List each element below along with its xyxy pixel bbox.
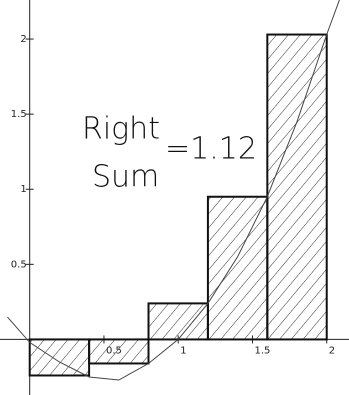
y-tick-label: 1 — [20, 184, 26, 195]
x-tick-label: 2 — [329, 345, 335, 356]
x-tick-label: 1.5 — [254, 345, 270, 356]
annotation: =1.12 — [165, 132, 257, 167]
bar — [208, 197, 267, 340]
y-tick-label: 2 — [20, 34, 26, 45]
y-tick-label: 1.5 — [11, 109, 27, 120]
bar — [89, 339, 148, 363]
bar — [149, 303, 208, 339]
y-tick-label: 0.5 — [11, 259, 27, 270]
bar — [30, 339, 89, 375]
chart: Right Sum =1.12 0.511.520.511.52 — [0, 0, 349, 395]
x-tick-label: 1 — [180, 345, 186, 356]
annotation: Sum — [92, 160, 159, 195]
annotation: Right — [82, 112, 160, 147]
bar — [267, 35, 326, 340]
